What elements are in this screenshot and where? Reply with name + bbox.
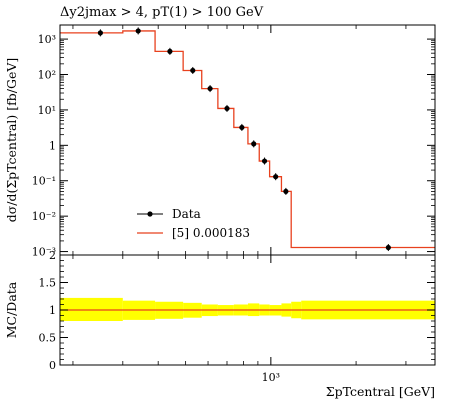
data-point-9 [273, 174, 279, 180]
ratio-y-axis-label: MC/Data [4, 281, 19, 338]
main-y-tick-label-6: 10³ [38, 33, 56, 46]
data-point-1 [135, 28, 141, 34]
mc-step-line [60, 30, 435, 249]
cut-label-text: Δy2jmax > 4, pT(1) > 100 GeV [60, 5, 264, 20]
ratio-y-tick-label-0: 0 [49, 359, 56, 372]
ratio-plot-frame [59, 254, 436, 366]
legend-data-label: Data [172, 207, 201, 221]
main-y-axis-label: dσ/d(ΣpTcentral) [fb/GeV] [4, 58, 19, 223]
data-point-8 [261, 158, 268, 164]
cut-label: Δy2jmax > 4, pT(1) > 100 GeV [60, 5, 264, 20]
data-point-12 [385, 244, 391, 251]
ratio-y-tick-label-3: 1.5 [39, 277, 57, 290]
data-point-2 [167, 48, 173, 54]
data-point-5 [224, 105, 230, 112]
main-panel: 10⁻³ 10⁻² 10⁻¹ 1 10¹ 10² 10³ [32, 25, 435, 259]
legend: Data [5] 0.000183 [137, 207, 250, 240]
data-point-7 [251, 141, 257, 147]
main-y-tick-label-5: 10² [38, 69, 56, 82]
legend-data-marker [147, 211, 153, 217]
main-y-tick-label-1: 10⁻² [32, 210, 56, 223]
data-point-0 [97, 30, 103, 36]
data-point-4 [207, 85, 213, 92]
data-point-3 [190, 67, 196, 74]
ratio-y-tick-label-1: 0.5 [39, 332, 57, 345]
main-y-tick-label-3: 1 [49, 139, 56, 152]
data-point-6 [239, 124, 245, 131]
main-y-tick-label-0: 10⁻³ [32, 246, 56, 259]
main-y-tick-label-4: 10¹ [38, 104, 56, 117]
ratio-panel: 0 0.5 1 1.5 2 10³ [39, 249, 435, 384]
ratio-y-tick-label-4: 2 [49, 249, 56, 262]
legend-mc-label: [5] 0.000183 [172, 226, 250, 240]
x-tick-label-1000: 10³ [262, 371, 280, 384]
main-y-tick-label-2: 10⁻¹ [32, 175, 56, 188]
ratio-y-tick-label-2: 1 [49, 304, 56, 317]
data-point-10 [283, 188, 289, 195]
x-axis-label: ΣpTcentral [GeV] [326, 384, 435, 399]
